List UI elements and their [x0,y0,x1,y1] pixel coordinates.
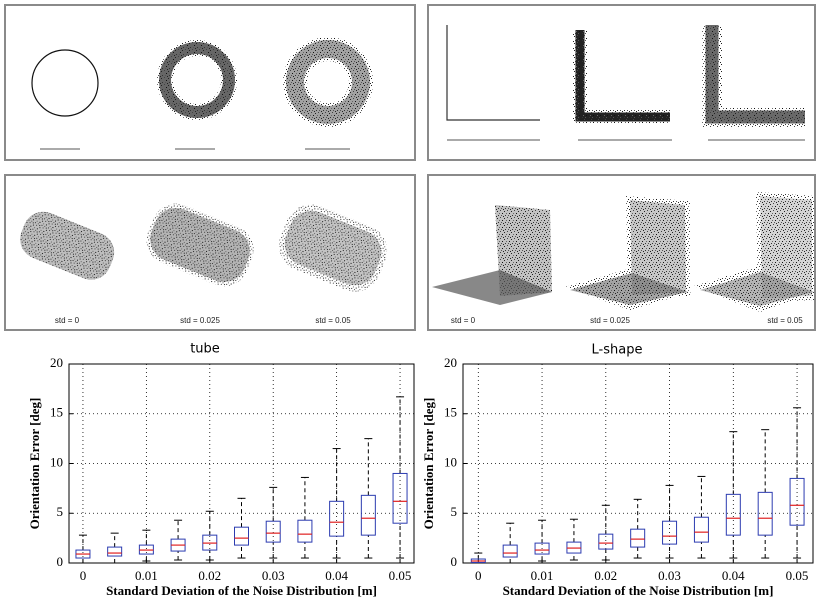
x-tick-label: 0 [80,568,87,583]
y-tick-label: 15 [50,405,63,420]
box-group [170,519,186,561]
x-tick-label: 0.01 [135,568,158,583]
x-tick-label: 0.04 [722,568,745,583]
caption: tube [190,342,220,357]
box-group [598,504,614,561]
box-group [725,431,741,559]
x-tick-label: 0 [475,568,482,583]
box-group [329,448,345,559]
box [265,520,281,543]
box [789,477,805,526]
box-group [138,529,154,562]
box-group [360,438,376,559]
ring-panel [4,4,416,161]
panel-label: std = 0.05 [767,316,803,325]
box-group [502,522,518,564]
box [757,491,773,536]
panel-label: std = 0.025 [590,316,630,325]
x-tick-label: 0.05 [786,568,809,583]
box-group [297,476,313,559]
box-group [757,429,773,559]
box [107,546,123,557]
box-group [534,519,550,562]
box [502,544,518,558]
box [234,526,249,546]
box-group [566,518,582,561]
y-tick-label: 0 [451,554,458,569]
y-tick-label: 0 [57,554,64,569]
panel-label: std = 0 [451,316,476,325]
y-tick-label: 15 [444,405,457,420]
box [598,533,614,550]
box [360,494,376,536]
box-group [75,534,91,564]
box-group [470,552,486,564]
box-group [662,484,678,559]
box-group [202,510,218,561]
caption: L-shape [592,343,643,358]
y-axis-title: Orientation Error [deg] [27,398,42,530]
x-tick-label: 0.01 [531,568,554,583]
box-group [265,486,281,559]
x-axis-title: Standard Deviation of the Noise Distribu… [503,583,774,598]
box-group [789,407,805,559]
box-group [234,497,249,559]
panel-label: std = 0.05 [315,316,351,325]
y-tick-label: 20 [50,355,63,370]
box-group [392,396,408,559]
y-axis-title: Orientation Error [deg] [421,398,436,530]
plot-frame [68,363,415,564]
box [329,500,345,537]
box-group [107,532,123,564]
box [662,520,678,545]
x-tick-label: 0.03 [262,568,285,583]
box-group [693,475,709,559]
y-tick-label: 5 [57,504,64,519]
box-group [630,498,646,559]
x-tick-label: 0.02 [198,568,221,583]
lshape3d-panel [427,174,816,331]
panel-label: std = 0 [55,316,80,325]
box [392,472,408,524]
lshape-panel [427,4,816,161]
y-tick-label: 20 [444,355,457,370]
y-tick-label: 5 [451,504,458,519]
box [534,542,550,555]
x-tick-label: 0.02 [594,568,617,583]
x-tick-label: 0.04 [325,568,348,583]
y-tick-label: 10 [444,454,457,469]
x-tick-label: 0.03 [658,568,681,583]
y-tick-label: 10 [50,454,63,469]
box [693,516,709,543]
plot-frame [462,363,814,564]
x-axis-title: Standard Deviation of the Noise Distribu… [106,583,377,598]
panel-label: std = 0.025 [180,316,220,325]
box [725,493,741,536]
box [630,528,646,548]
box [297,519,313,543]
x-tick-label: 0.05 [389,568,412,583]
tube-panel [4,174,416,331]
